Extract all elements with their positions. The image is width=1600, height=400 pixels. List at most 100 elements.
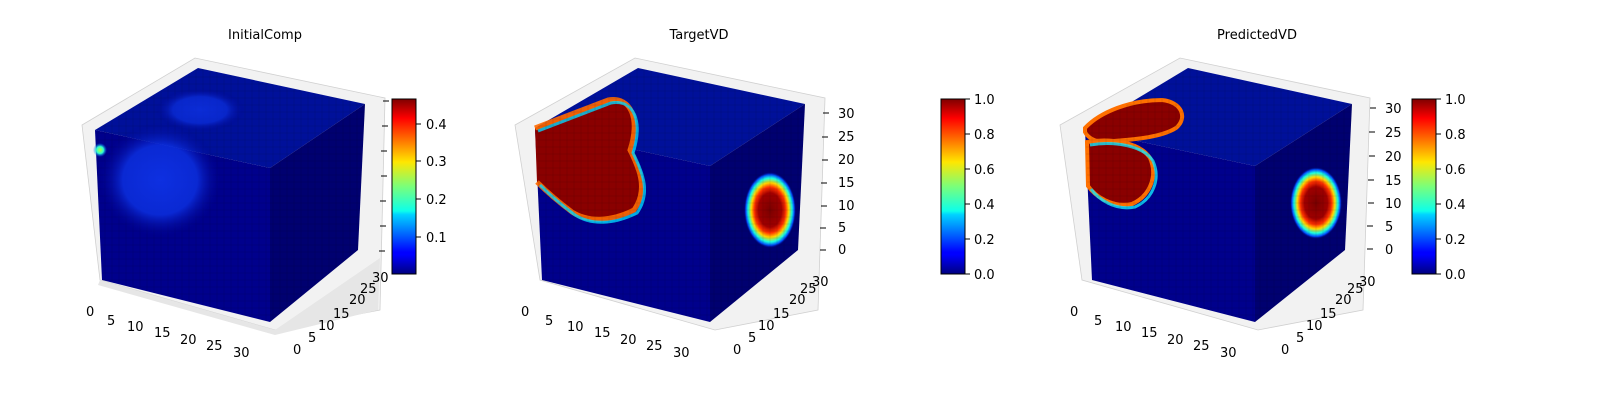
x-tick: 10 (127, 320, 144, 335)
x-tick: 20 (180, 333, 197, 348)
panel-targetvd: TargetVD 0 5 10 15 20 25 30 (514, 28, 995, 361)
y-tick: 15 (773, 307, 790, 322)
colorbar-gradient (940, 98, 966, 275)
y-tick: 15 (333, 307, 350, 322)
x-tick: 0 (86, 305, 94, 320)
voxel-grid-front (1085, 130, 1255, 322)
x-tick: 5 (545, 314, 553, 329)
y-tick-labels: 0 5 10 15 20 25 30 (293, 271, 389, 358)
x-tick: 25 (646, 339, 663, 354)
colorbar-tick: 0.6 (1445, 163, 1466, 178)
colorbar-tick: 0.4 (426, 118, 447, 133)
z-tick: 10 (1385, 197, 1402, 212)
colorbar-tick: 0.8 (974, 128, 995, 143)
x-tick: 10 (567, 320, 584, 335)
x-tick: 30 (673, 346, 690, 361)
faint-blob-top (155, 88, 245, 132)
colorbar-tick: 1.0 (974, 93, 995, 108)
z-tick: 0 (838, 243, 846, 258)
colorbar-tick: 0.2 (1445, 233, 1466, 248)
z-tick: 20 (1385, 150, 1402, 165)
y-tick: 25 (800, 282, 817, 297)
z-tick: 25 (1385, 126, 1402, 141)
x-tick: 5 (107, 314, 115, 329)
faint-blob-front (98, 122, 222, 238)
x-tick: 25 (206, 339, 223, 354)
x-tick: 20 (1167, 333, 1184, 348)
z-tick: 5 (838, 221, 846, 236)
x-tick: 0 (521, 305, 529, 320)
colorbar-tick: 0.0 (1445, 268, 1466, 283)
z-tick-labels: 0 5 10 15 20 25 30 (1385, 102, 1402, 258)
colorbar-tick: 0.3 (426, 155, 447, 170)
colorbar-tick: 0.1 (426, 231, 447, 246)
z-tick: 5 (1385, 220, 1393, 235)
y-tick: 15 (1320, 307, 1337, 322)
z-tick: 15 (1385, 174, 1402, 189)
z-tick: 0 (1385, 243, 1393, 258)
colorbar-tick: 0.2 (426, 193, 447, 208)
y-tick: 20 (789, 293, 806, 308)
y-tick: 20 (349, 293, 366, 308)
panel-title: PredictedVD (1217, 28, 1297, 43)
y-tick: 25 (1347, 282, 1364, 297)
y-tick: 10 (318, 319, 335, 334)
z-axis-ticks (820, 112, 829, 251)
colorbar-tick: 0.6 (974, 163, 995, 178)
voxel-grid-side (1255, 104, 1352, 322)
voxel-grid-top (1085, 68, 1352, 166)
colorbar-tick: 0.4 (1445, 198, 1466, 213)
panel-title: TargetVD (668, 28, 728, 43)
x-tick-labels: 0 5 10 15 20 25 30 (1070, 305, 1237, 361)
z-tick: 25 (838, 130, 855, 145)
x-tick: 30 (233, 346, 250, 361)
axis-pane-floor (98, 258, 380, 335)
z-axis-ticks (379, 100, 389, 252)
z-tick: 15 (838, 176, 855, 191)
colorbar: 0.0 0.2 0.4 0.6 0.8 1.0 (940, 93, 995, 283)
y-tick: 5 (748, 331, 756, 346)
y-tick: 0 (293, 343, 301, 358)
colorbar-tick: 0.2 (974, 233, 995, 248)
y-tick: 30 (812, 275, 829, 290)
x-tick: 30 (1220, 346, 1237, 361)
x-tick: 25 (1193, 339, 1210, 354)
x-tick: 5 (1094, 314, 1102, 329)
z-tick: 30 (838, 107, 855, 122)
z-axis-ticks (1367, 107, 1376, 250)
panel-predictedvd: PredictedVD 0 5 10 15 20 25 (1059, 28, 1466, 361)
bright-spot (93, 143, 107, 157)
y-tick: 30 (1359, 275, 1376, 290)
x-tick: 15 (1141, 326, 1158, 341)
colorbar-gradient (391, 98, 417, 275)
x-tick-labels: 0 5 10 15 20 25 30 (86, 305, 250, 361)
panel-title: InitialComp (228, 28, 302, 43)
z-tick: 20 (838, 153, 855, 168)
y-tick: 10 (758, 319, 775, 334)
colorbar: 0.1 0.2 0.3 0.4 (391, 98, 447, 275)
x-tick: 15 (594, 326, 611, 341)
x-tick: 10 (1115, 320, 1132, 335)
y-tick: 5 (1296, 331, 1304, 346)
x-tick: 0 (1070, 305, 1078, 320)
y-tick: 25 (360, 282, 377, 297)
voxel-grid-front (535, 128, 710, 322)
y-tick: 10 (1306, 319, 1323, 334)
y-tick: 20 (1335, 293, 1352, 308)
z-tick: 30 (1385, 102, 1402, 117)
colorbar-tick: 0.8 (1445, 128, 1466, 143)
panel-initialcomp: InitialComp 0 5 10 15 20 (81, 28, 447, 361)
colorbar-tick: 0.4 (974, 198, 995, 213)
voxel-grid-side (710, 104, 805, 322)
colorbar: 0.0 0.2 0.4 0.6 0.8 1.0 (1411, 93, 1466, 283)
y-tick: 30 (372, 271, 389, 286)
colorbar-tick: 1.0 (1445, 93, 1466, 108)
z-tick-labels: 0 5 10 15 20 25 30 (838, 107, 855, 258)
x-tick: 15 (154, 326, 171, 341)
colorbar-tick: 0.0 (974, 268, 995, 283)
y-tick: 5 (308, 331, 316, 346)
y-tick: 0 (1281, 343, 1289, 358)
z-tick: 10 (838, 199, 855, 214)
x-tick-labels: 0 5 10 15 20 25 30 (521, 305, 690, 361)
